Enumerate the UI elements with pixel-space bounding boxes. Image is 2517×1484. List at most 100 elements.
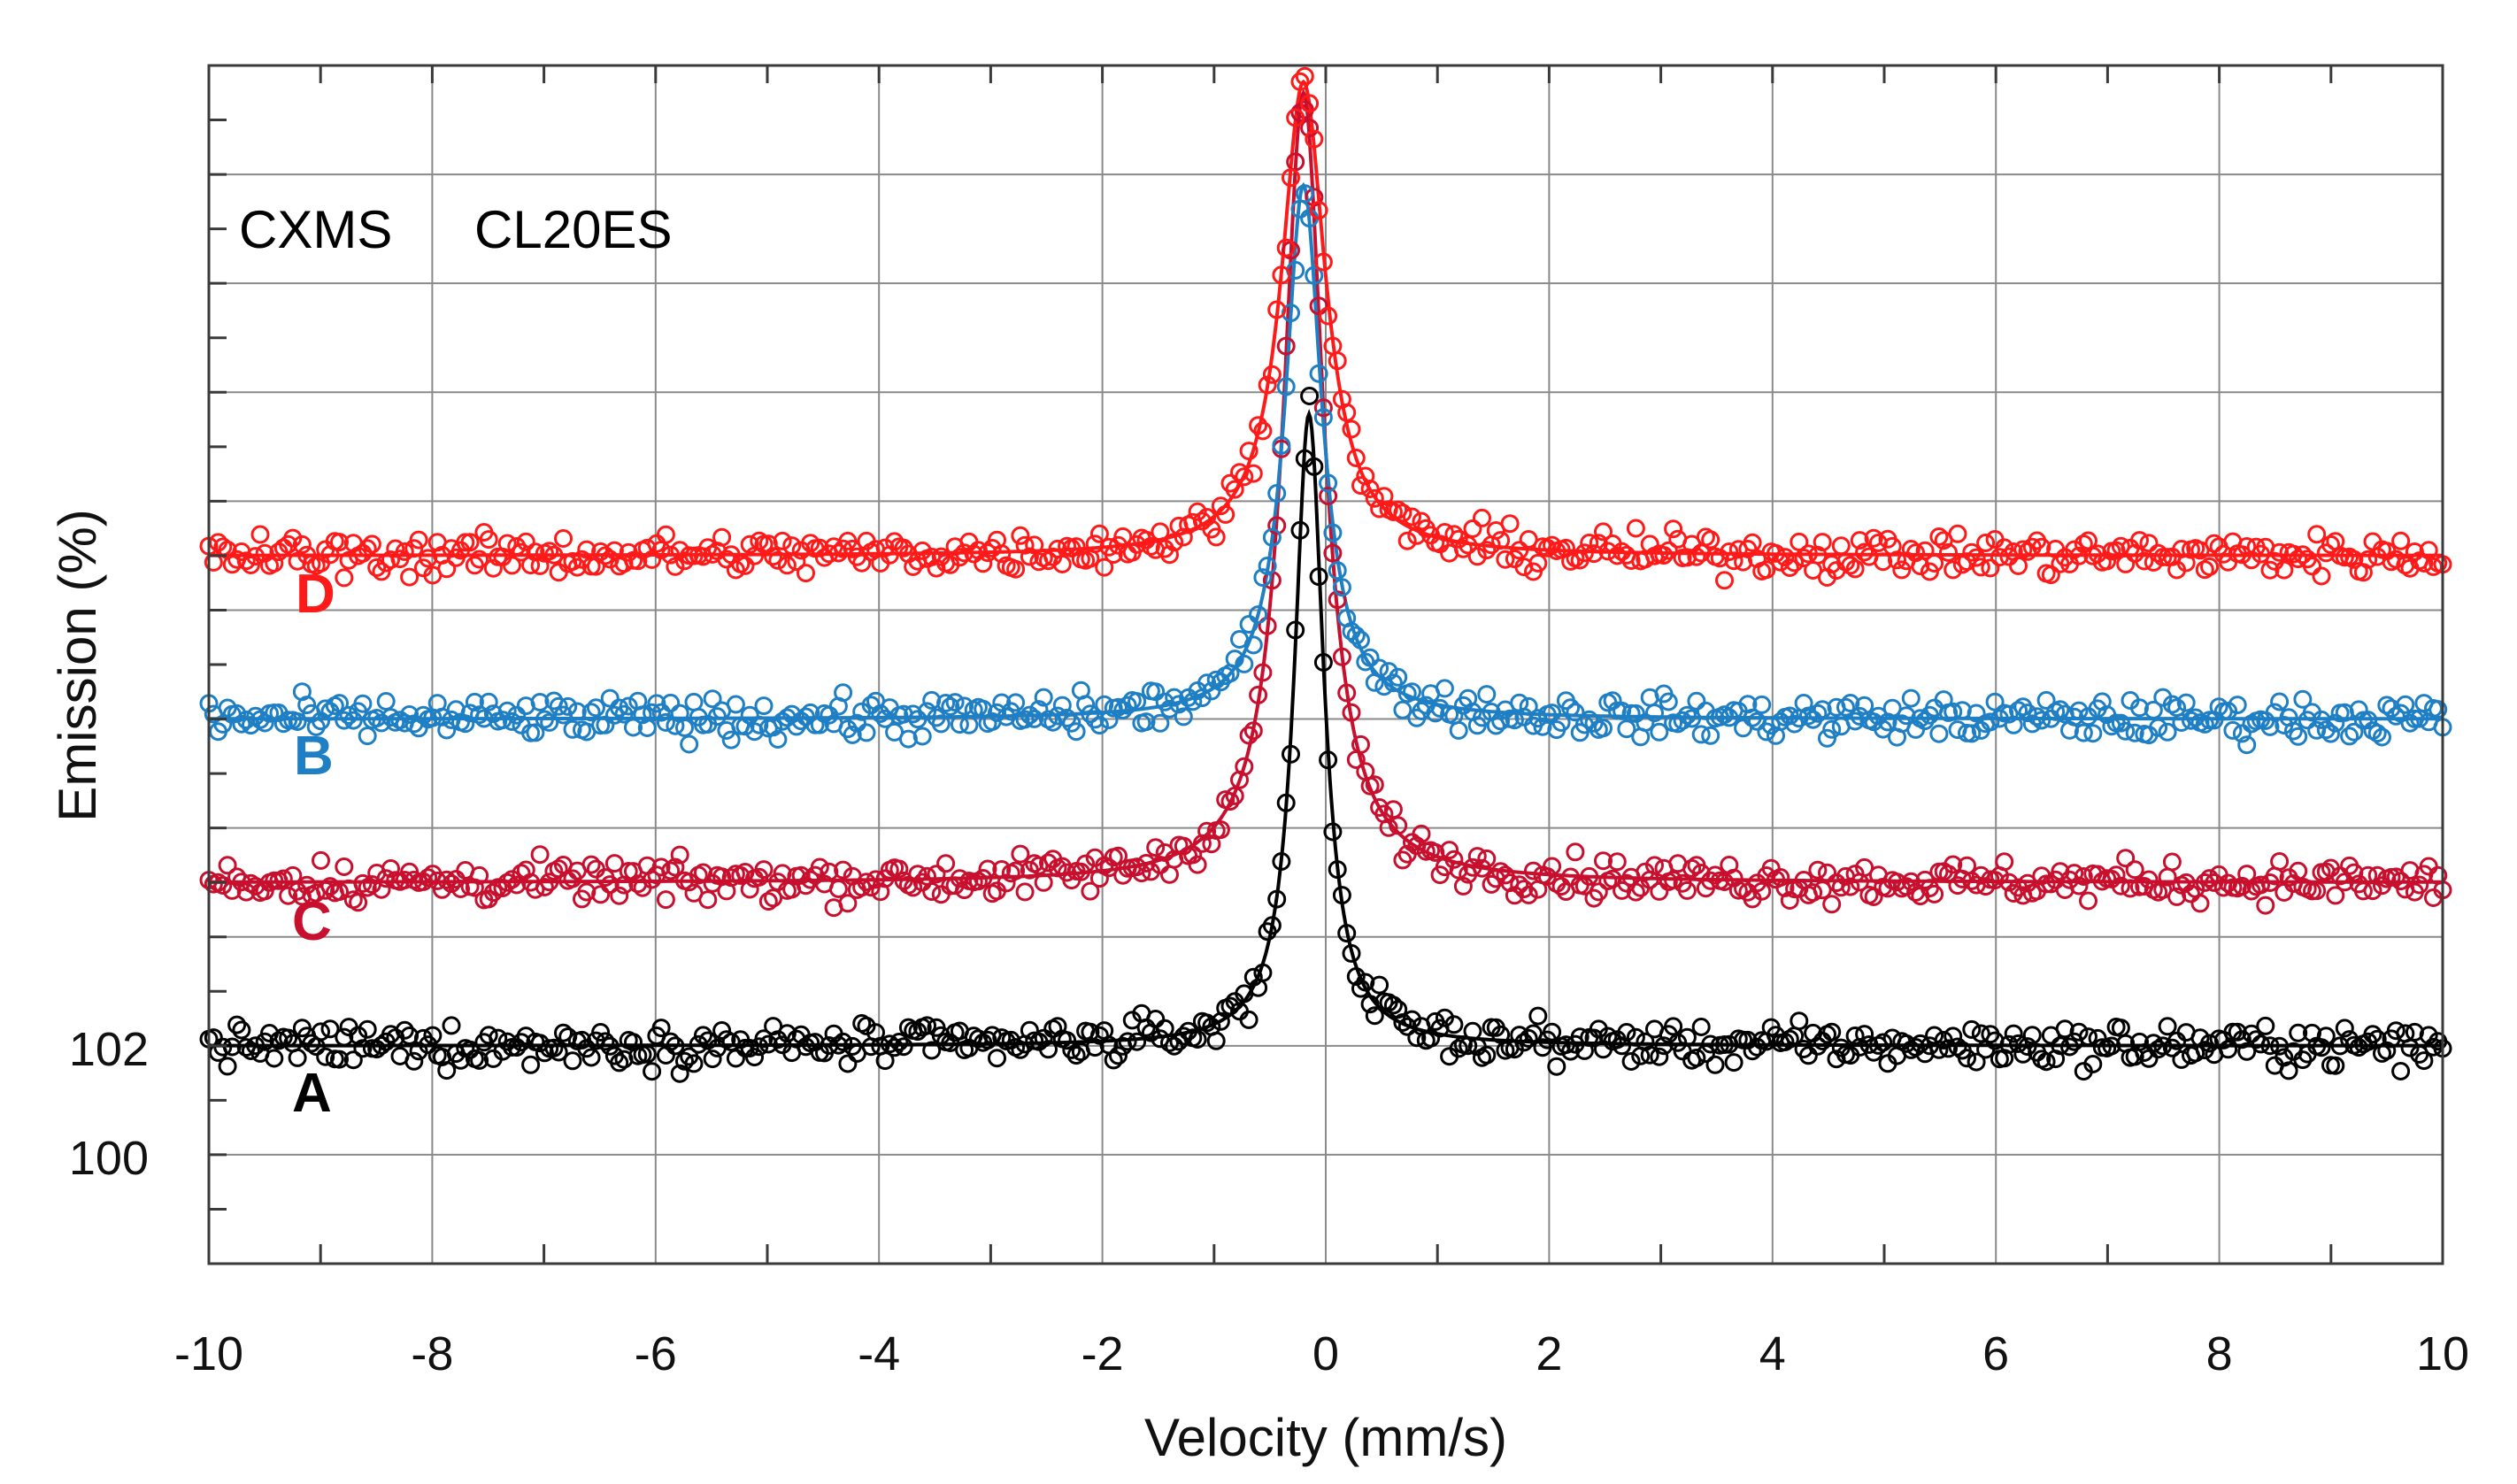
data-point-b (1118, 696, 1137, 715)
data-point-b (1183, 692, 1203, 711)
data-point-d (628, 551, 648, 571)
data-point-c (2121, 879, 2140, 898)
data-point-b (312, 711, 330, 731)
data-point-a (1967, 1052, 1986, 1072)
data-point-c (1580, 866, 1599, 886)
data-point-d (381, 550, 400, 569)
data-point-c (1099, 858, 1119, 878)
data-point-b (2223, 720, 2243, 740)
data-point-c (1901, 872, 1920, 891)
x-tick-label: 4 (1759, 1327, 1786, 1380)
data-point-d (1403, 507, 1421, 527)
data-point-d (656, 525, 675, 544)
data-point-a (777, 1024, 797, 1043)
data-point-c (758, 892, 778, 911)
data-point-b (1058, 708, 1077, 727)
data-point-a (1104, 1050, 1123, 1070)
data-point-c (1332, 647, 1351, 666)
data-point-d (2260, 560, 2280, 580)
data-point-c (1440, 841, 1459, 860)
data-point-b (1025, 709, 1044, 728)
data-point-d (1346, 449, 1366, 467)
data-point-d (1995, 538, 2014, 557)
data-point-c (1855, 857, 1874, 877)
data-point-b (1276, 377, 1296, 396)
data-point-d (1888, 550, 1906, 570)
data-point-d (1342, 419, 1361, 439)
data-point-b (1160, 699, 1179, 719)
data-point-a (2036, 1052, 2056, 1072)
data-point-b (945, 693, 965, 712)
data-point-a (2312, 1038, 2331, 1057)
data-point-c (273, 869, 293, 888)
data-point-a (265, 1049, 284, 1068)
data-point-d (1104, 545, 1123, 564)
data-point-b (1379, 662, 1398, 681)
data-point-c (2344, 863, 2364, 882)
data-point-b (1393, 700, 1412, 719)
data-point-c (483, 883, 503, 903)
data-point-d (1855, 542, 1874, 562)
data-point-a (1011, 1040, 1030, 1059)
data-point-a (1365, 1006, 1384, 1026)
data-point-a (1337, 924, 1357, 943)
data-point-a (2377, 1041, 2397, 1060)
data-point-c (820, 862, 839, 881)
data-point-c (312, 850, 330, 870)
data-point-b (581, 703, 601, 722)
data-point-c (852, 878, 872, 897)
data-point-c (889, 859, 909, 879)
fit-curve-a (209, 409, 2443, 1048)
data-point-d (1780, 558, 1799, 577)
data-point-c (834, 860, 853, 880)
data-point-d (1151, 522, 1170, 542)
data-point-c (2213, 878, 2233, 897)
data-point-a (2069, 1022, 2089, 1042)
data-point-a (1020, 1020, 1039, 1040)
data-point-b (1785, 714, 1805, 734)
data-point-d (1496, 550, 1515, 569)
data-point-a (703, 1050, 722, 1069)
series-label-a: A (292, 1063, 332, 1124)
data-point-a (1598, 1026, 1618, 1046)
data-point-d (362, 534, 381, 554)
data-point-d (1775, 548, 1795, 567)
data-point-b (1901, 688, 1920, 708)
data-point-d (372, 562, 391, 581)
data-point-b (1295, 184, 1314, 204)
data-point-b (1999, 704, 2019, 724)
data-point-c (2139, 870, 2159, 889)
data-point-a (1677, 1027, 1697, 1047)
data-point-c (591, 885, 611, 904)
data-point-a (1519, 1028, 1538, 1048)
data-point-b (255, 713, 274, 733)
data-point-b (1430, 698, 1450, 718)
data-point-a (1664, 1017, 1683, 1036)
data-point-a (828, 1035, 848, 1055)
data-point-c (437, 870, 457, 889)
data-point-b (2167, 698, 2187, 718)
data-point-b (661, 693, 681, 712)
data-point-c (353, 873, 373, 893)
data-point-a (1039, 1040, 1058, 1059)
data-point-c (1813, 880, 1832, 900)
data-point-a (1383, 996, 1403, 1015)
data-point-a (1300, 387, 1320, 405)
data-point-a (2149, 1040, 2168, 1059)
data-point-c (470, 865, 489, 885)
data-point-b (2125, 723, 2144, 742)
data-point-b (703, 689, 722, 709)
data-point-d (2111, 536, 2130, 556)
data-point-b (1659, 692, 1678, 711)
data-point-b (227, 704, 247, 723)
data-point-a (316, 1047, 335, 1066)
data-point-c (1701, 871, 1720, 890)
data-point-d (643, 550, 662, 569)
data-point-b (1235, 654, 1254, 673)
data-point-d (1929, 527, 1949, 546)
data-point-b (2228, 696, 2247, 715)
data-point-a (2088, 1028, 2107, 1048)
data-point-b (1435, 679, 1454, 698)
data-point-b (1262, 527, 1282, 547)
data-point-b (1743, 708, 1762, 727)
